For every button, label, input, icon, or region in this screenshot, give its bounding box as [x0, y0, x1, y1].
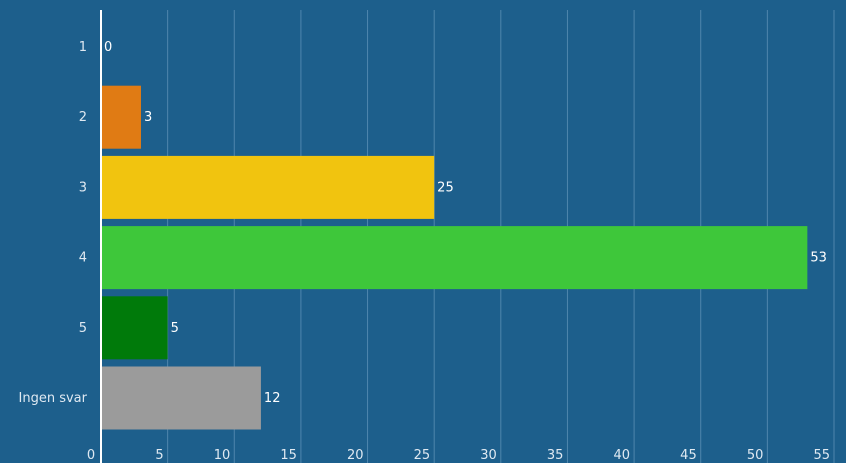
y-tick-label: 4 [79, 251, 87, 266]
bars [101, 85, 808, 430]
x-tick-label: 50 [747, 448, 764, 463]
y-tick-label: 2 [79, 110, 87, 125]
x-tick-label: 30 [480, 448, 497, 463]
bar [101, 85, 141, 149]
y-tick-label: Ingen svar [19, 391, 88, 406]
data-label: 3 [144, 110, 152, 125]
x-tick-label: 15 [280, 448, 297, 463]
x-tick-label: 40 [614, 448, 631, 463]
x-tick-label: 5 [155, 448, 163, 463]
y-tick-label: 1 [79, 40, 87, 55]
bar [101, 155, 435, 219]
y-tick-label: 5 [79, 321, 87, 336]
data-label: 12 [264, 391, 281, 406]
data-label: 53 [810, 251, 827, 266]
data-label: 0 [104, 40, 112, 55]
data-label: 25 [437, 180, 454, 195]
x-tick-label: 25 [414, 448, 431, 463]
data-label: 5 [171, 321, 179, 336]
x-axis-labels: 0 5 10 15 20 25 30 35 40 45 50 55 [87, 448, 830, 463]
y-tick-label: 3 [79, 180, 87, 195]
y-axis-labels: 1 2 3 4 5 Ingen svar [19, 40, 88, 406]
x-tick-label: 10 [214, 448, 231, 463]
bar [101, 226, 808, 290]
x-tick-label: 20 [347, 448, 364, 463]
x-tick-label: 0 [87, 448, 95, 463]
x-tick-label: 35 [547, 448, 564, 463]
x-tick-label: 55 [813, 448, 830, 463]
bar [101, 296, 168, 360]
bar [101, 366, 261, 430]
x-tick-label: 45 [680, 448, 697, 463]
data-labels: 0 3 25 53 5 12 [104, 40, 827, 406]
